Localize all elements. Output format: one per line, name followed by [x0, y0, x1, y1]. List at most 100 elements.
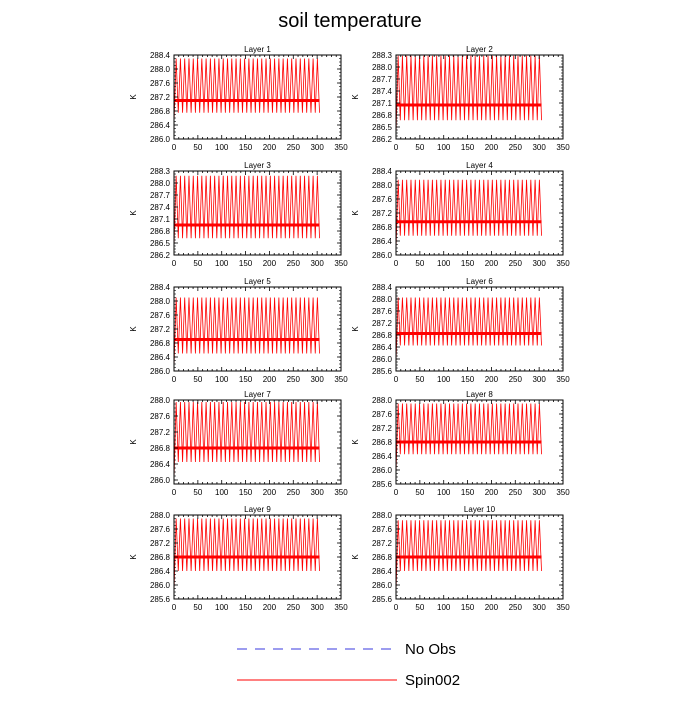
x-tick-label: 300 — [310, 259, 324, 268]
x-tick-label: 150 — [461, 488, 475, 497]
panel-layer-7: Layer 7 K 0 50 100 150 200 250 300 350 286.0 286.4 2… — [129, 390, 348, 497]
x-tick-label: 100 — [215, 259, 229, 268]
y-tick-label: 286.2 — [372, 135, 393, 144]
x-tick-label: 250 — [287, 375, 301, 384]
y-tick-label: 286.8 — [150, 107, 171, 116]
x-tick-label: 150 — [461, 259, 475, 268]
y-tick-label: 286.0 — [150, 476, 171, 485]
y-tick-label: 288.4 — [150, 51, 171, 60]
y-tick-label: 288.0 — [372, 63, 393, 72]
x-tick-label: 0 — [394, 259, 399, 268]
panel-title: Layer 10 — [464, 505, 496, 514]
y-tick-label: 287.2 — [372, 209, 393, 218]
y-tick-label: 287.6 — [150, 412, 171, 421]
x-tick-label: 150 — [461, 603, 475, 612]
x-tick-label: 350 — [334, 259, 348, 268]
x-tick-label: 250 — [509, 143, 523, 152]
y-tick-label: 286.0 — [372, 251, 393, 260]
x-tick-label: 200 — [263, 375, 277, 384]
y-tick-label: 287.2 — [372, 424, 393, 433]
x-tick-label: 0 — [394, 143, 399, 152]
legend-label: Spin002 — [405, 672, 460, 689]
y-axis-label: K — [351, 326, 360, 332]
y-tick-label: 286.4 — [150, 353, 171, 362]
x-tick-label: 150 — [239, 259, 253, 268]
spin002-series-line — [174, 297, 320, 368]
y-tick-label: 286.8 — [372, 111, 393, 120]
x-tick-label: 150 — [239, 143, 253, 152]
y-tick-label: 285.6 — [372, 367, 393, 376]
x-tick-label: 200 — [485, 375, 499, 384]
x-tick-label: 150 — [461, 375, 475, 384]
x-tick-label: 200 — [263, 603, 277, 612]
x-tick-label: 300 — [532, 488, 546, 497]
y-tick-label: 285.6 — [372, 595, 393, 604]
spin002-series-line — [174, 401, 320, 481]
y-tick-label: 286.0 — [372, 581, 393, 590]
x-tick-label: 200 — [485, 259, 499, 268]
x-tick-label: 350 — [334, 603, 348, 612]
panel-title: Layer 7 — [244, 390, 271, 399]
y-tick-label: 286.0 — [372, 466, 393, 475]
y-tick-label: 288.0 — [372, 181, 393, 190]
y-tick-label: 286.5 — [150, 239, 171, 248]
y-tick-label: 287.2 — [150, 93, 171, 102]
spin002-series-line — [396, 179, 542, 250]
panel-title: Layer 4 — [466, 161, 493, 170]
x-tick-label: 350 — [334, 143, 348, 152]
y-tick-label: 288.0 — [150, 65, 171, 74]
y-axis-label: K — [129, 439, 138, 445]
y-tick-label: 286.4 — [150, 121, 171, 130]
x-tick-label: 50 — [415, 603, 424, 612]
x-tick-label: 100 — [437, 375, 451, 384]
x-tick-label: 350 — [556, 603, 570, 612]
y-axis-label: K — [129, 94, 138, 100]
panel-layer-10: Layer 10 K 0 50 100 150 200 250 300 350 285.6 286.0… — [351, 505, 570, 612]
x-tick-label: 100 — [215, 143, 229, 152]
plot-frame — [173, 399, 342, 485]
y-tick-label: 287.2 — [150, 325, 171, 334]
y-tick-label: 286.5 — [372, 123, 393, 132]
y-tick-label: 286.8 — [150, 339, 171, 348]
x-tick-label: 100 — [215, 488, 229, 497]
y-tick-label: 287.2 — [150, 539, 171, 548]
x-tick-label: 50 — [415, 375, 424, 384]
x-tick-label: 0 — [172, 375, 177, 384]
y-tick-label: 286.4 — [372, 343, 393, 352]
x-tick-label: 50 — [193, 375, 202, 384]
y-tick-label: 286.4 — [372, 452, 393, 461]
x-tick-label: 50 — [415, 488, 424, 497]
x-tick-label: 200 — [485, 143, 499, 152]
x-tick-label: 0 — [172, 603, 177, 612]
y-tick-label: 287.6 — [150, 79, 171, 88]
panel-layer-5: Layer 5 K 0 50 100 150 200 250 300 350 286.0 286.4 2… — [129, 277, 348, 384]
panel-layer-6: Layer 6 K 0 50 100 150 200 250 300 350 285.6 286.0 2… — [351, 277, 570, 384]
y-axis-label: K — [129, 326, 138, 332]
x-tick-label: 250 — [509, 488, 523, 497]
x-tick-label: 300 — [310, 603, 324, 612]
y-tick-label: 287.1 — [150, 215, 171, 224]
panel-layer-9: Layer 9 K 0 50 100 150 200 250 300 350 285.6 286.0 2… — [129, 505, 348, 612]
x-tick-label: 50 — [193, 488, 202, 497]
y-axis-label: K — [351, 94, 360, 100]
y-tick-label: 288.0 — [150, 511, 171, 520]
legend-label: No Obs — [405, 641, 456, 658]
y-tick-label: 286.8 — [150, 553, 171, 562]
y-tick-label: 288.0 — [150, 396, 171, 405]
panel-layer-4: Layer 4 K 0 50 100 150 200 250 300 350 286.0 286.4 2… — [351, 161, 570, 268]
y-tick-label: 287.6 — [372, 195, 393, 204]
y-tick-label: 286.4 — [150, 460, 171, 469]
y-tick-label: 286.0 — [150, 367, 171, 376]
x-tick-label: 250 — [287, 488, 301, 497]
y-axis-label: K — [129, 210, 138, 216]
x-tick-label: 100 — [437, 143, 451, 152]
x-tick-label: 350 — [556, 488, 570, 497]
panel-title: Layer 8 — [466, 390, 493, 399]
y-axis-label: K — [351, 439, 360, 445]
x-tick-label: 150 — [239, 375, 253, 384]
y-tick-label: 286.8 — [150, 444, 171, 453]
x-tick-label: 0 — [394, 488, 399, 497]
x-tick-label: 300 — [532, 259, 546, 268]
x-tick-label: 150 — [239, 488, 253, 497]
